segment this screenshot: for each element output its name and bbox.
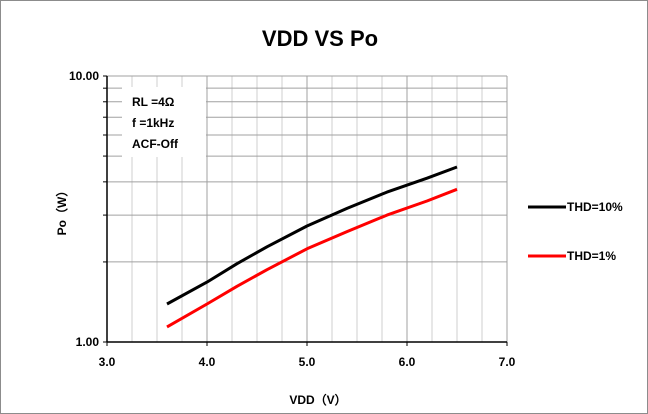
axes	[103, 75, 508, 346]
x-tick-label: 6.0	[399, 355, 416, 369]
legend-label: THD=1%	[567, 249, 616, 263]
y-tick-label: 10.00	[69, 69, 99, 83]
chart-title: VDD VS Po	[262, 26, 378, 51]
x-tick-label: 7.0	[499, 355, 516, 369]
legend-label: THD=10%	[567, 200, 623, 214]
x-axis-label: VDD（V）	[289, 392, 346, 407]
y-axis-label: Po（W）	[54, 185, 69, 236]
annotation-line: ACF-Off	[132, 137, 179, 151]
x-tick-labels: 3.0 4.0 5.0 6.0 7.0	[99, 355, 516, 369]
conditions-annotation: RL =4Ω f =1kHz ACF-Off	[122, 87, 206, 157]
annotation-line: f =1kHz	[132, 116, 174, 130]
series-line-thd-10	[166, 165, 458, 306]
series-lines	[166, 165, 458, 329]
annotation-line: RL =4Ω	[132, 95, 175, 109]
y-tick-label: 1.00	[76, 335, 100, 349]
series-line-thd-1	[166, 187, 458, 329]
x-tick-label: 4.0	[199, 355, 216, 369]
annotation-box	[122, 87, 206, 157]
legend: THD=10% THD=1%	[528, 200, 623, 263]
x-tick-label: 3.0	[99, 355, 116, 369]
x-tick-label: 5.0	[299, 355, 316, 369]
y-tick-labels: 1.00 10.00	[69, 69, 99, 349]
